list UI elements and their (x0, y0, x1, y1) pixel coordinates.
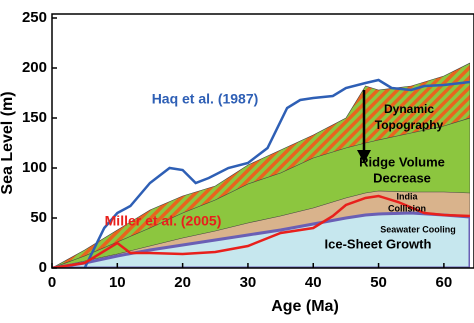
series-label: Miller et al. (2005) (105, 213, 222, 229)
annotation: Decrease (373, 170, 431, 185)
annotation: Seawater Cooling (380, 224, 456, 234)
annotation: Topography (375, 118, 444, 132)
y-tick-label: 0 (39, 259, 47, 276)
arrow-head (357, 150, 371, 163)
annotation: Collision (388, 203, 426, 213)
line (83, 78, 470, 268)
y-axis-label: Sea Level (m) (0, 91, 16, 194)
x-axis-label: Age (Ma) (271, 298, 339, 315)
x-tick-label: 20 (174, 274, 191, 291)
plot-area (52, 62, 470, 268)
plot-frame (51, 13, 474, 269)
annotation: Ice-Sheet Growth (325, 236, 432, 251)
annotation: Ridge Volume (359, 154, 445, 169)
line (52, 194, 470, 268)
series-label: Haq et al. (1987) (152, 91, 259, 107)
y-tick-label: 50 (30, 209, 47, 226)
y-tick-label: 200 (22, 59, 47, 76)
y-tick-label: 250 (22, 9, 47, 26)
x-tick-label: 10 (109, 274, 126, 291)
x-tick-label: 60 (436, 274, 453, 291)
x-tick-label: 50 (370, 274, 387, 291)
annotation: India (396, 191, 418, 201)
x-tick-label: 0 (48, 274, 56, 291)
annotation: Dynamic (384, 102, 434, 116)
y-tick-label: 150 (22, 109, 47, 126)
x-tick-label: 40 (305, 274, 322, 291)
y-tick-label: 100 (22, 159, 47, 176)
x-tick-label: 30 (240, 274, 257, 291)
